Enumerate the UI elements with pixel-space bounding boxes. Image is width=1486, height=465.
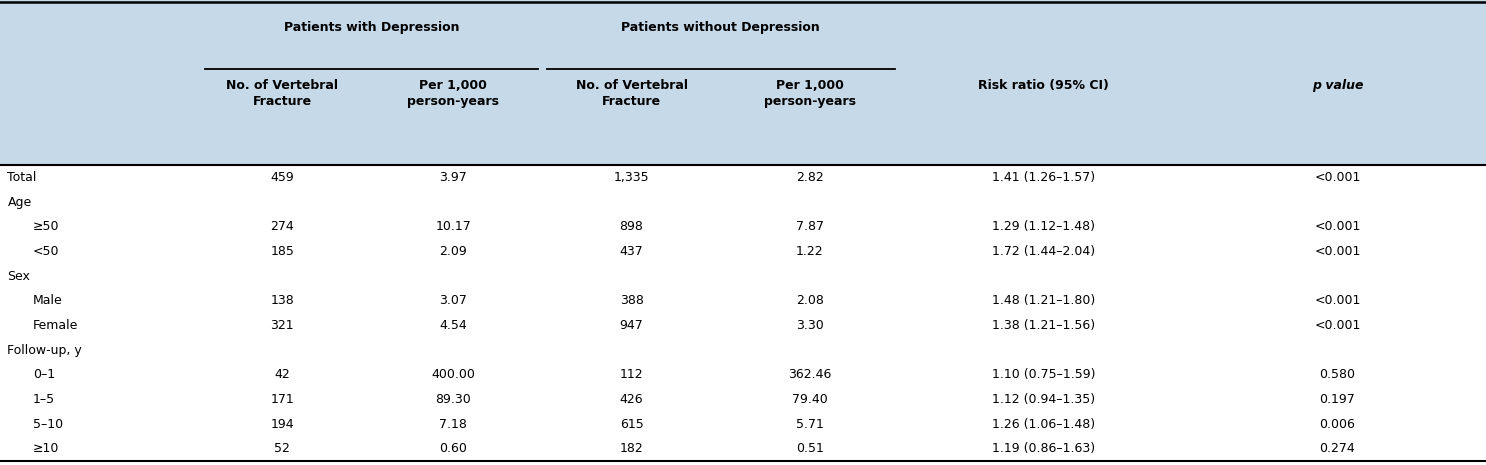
Text: No. of Vertebral
Fracture: No. of Vertebral Fracture: [575, 79, 688, 108]
Text: 89.30: 89.30: [435, 393, 471, 406]
Text: 1.26 (1.06–1.48): 1.26 (1.06–1.48): [993, 418, 1095, 431]
Text: 1.48 (1.21–1.80): 1.48 (1.21–1.80): [993, 294, 1095, 307]
Text: 388: 388: [620, 294, 643, 307]
Text: 437: 437: [620, 245, 643, 258]
Text: 1.22: 1.22: [796, 245, 823, 258]
Text: 171: 171: [270, 393, 294, 406]
Text: 2.82: 2.82: [796, 171, 823, 184]
Text: 1.19 (0.86–1.63): 1.19 (0.86–1.63): [993, 442, 1095, 455]
Text: Patients without Depression: Patients without Depression: [621, 21, 820, 34]
Text: 0.580: 0.580: [1320, 368, 1355, 381]
Text: ≥10: ≥10: [33, 442, 59, 455]
Text: 42: 42: [275, 368, 290, 381]
Text: 2.09: 2.09: [440, 245, 467, 258]
Text: 7.87: 7.87: [796, 220, 823, 233]
Text: 362.46: 362.46: [788, 368, 832, 381]
Text: Follow-up, y: Follow-up, y: [7, 344, 82, 357]
Text: Sex: Sex: [7, 270, 30, 283]
Text: <0.001: <0.001: [1314, 319, 1361, 332]
Text: 426: 426: [620, 393, 643, 406]
Text: <50: <50: [33, 245, 59, 258]
Text: Risk ratio (95% CI): Risk ratio (95% CI): [978, 79, 1110, 92]
Text: 182: 182: [620, 442, 643, 455]
Text: 5–10: 5–10: [33, 418, 62, 431]
Text: Patients with Depression: Patients with Depression: [284, 21, 459, 34]
Text: 0.60: 0.60: [440, 442, 467, 455]
Text: Per 1,000
person-years: Per 1,000 person-years: [764, 79, 856, 108]
Text: 0.197: 0.197: [1320, 393, 1355, 406]
Text: 3.07: 3.07: [440, 294, 467, 307]
Text: 194: 194: [270, 418, 294, 431]
Text: 52: 52: [275, 442, 290, 455]
Text: 1.38 (1.21–1.56): 1.38 (1.21–1.56): [993, 319, 1095, 332]
Text: <0.001: <0.001: [1314, 294, 1361, 307]
Text: Total: Total: [7, 171, 37, 184]
Text: 7.18: 7.18: [440, 418, 467, 431]
Text: 1.72 (1.44–2.04): 1.72 (1.44–2.04): [993, 245, 1095, 258]
Text: 1,335: 1,335: [614, 171, 649, 184]
Text: 321: 321: [270, 319, 294, 332]
Text: <0.001: <0.001: [1314, 245, 1361, 258]
Text: 1.12 (0.94–1.35): 1.12 (0.94–1.35): [993, 393, 1095, 406]
Text: p value: p value: [1312, 79, 1363, 92]
Text: 1.10 (0.75–1.59): 1.10 (0.75–1.59): [993, 368, 1095, 381]
Text: 3.30: 3.30: [796, 319, 823, 332]
Text: 947: 947: [620, 319, 643, 332]
Text: No. of Vertebral
Fracture: No. of Vertebral Fracture: [226, 79, 339, 108]
Text: 0.51: 0.51: [796, 442, 823, 455]
Text: 1.29 (1.12–1.48): 1.29 (1.12–1.48): [993, 220, 1095, 233]
Text: 0.274: 0.274: [1320, 442, 1355, 455]
Text: 10.17: 10.17: [435, 220, 471, 233]
Text: 1–5: 1–5: [33, 393, 55, 406]
Text: Male: Male: [33, 294, 62, 307]
Text: 615: 615: [620, 418, 643, 431]
Text: 138: 138: [270, 294, 294, 307]
Text: 3.97: 3.97: [440, 171, 467, 184]
Text: Per 1,000
person-years: Per 1,000 person-years: [407, 79, 499, 108]
Text: Female: Female: [33, 319, 79, 332]
Text: 2.08: 2.08: [796, 294, 823, 307]
Text: 274: 274: [270, 220, 294, 233]
Text: 898: 898: [620, 220, 643, 233]
Text: 0.006: 0.006: [1320, 418, 1355, 431]
Text: 1.41 (1.26–1.57): 1.41 (1.26–1.57): [993, 171, 1095, 184]
Text: <0.001: <0.001: [1314, 220, 1361, 233]
Text: 459: 459: [270, 171, 294, 184]
Text: 79.40: 79.40: [792, 393, 828, 406]
Text: 112: 112: [620, 368, 643, 381]
Text: 400.00: 400.00: [431, 368, 476, 381]
Text: 185: 185: [270, 245, 294, 258]
Text: 5.71: 5.71: [796, 418, 823, 431]
Text: ≥50: ≥50: [33, 220, 59, 233]
Text: 4.54: 4.54: [440, 319, 467, 332]
Text: 0–1: 0–1: [33, 368, 55, 381]
Text: <0.001: <0.001: [1314, 171, 1361, 184]
Text: Age: Age: [7, 196, 31, 209]
